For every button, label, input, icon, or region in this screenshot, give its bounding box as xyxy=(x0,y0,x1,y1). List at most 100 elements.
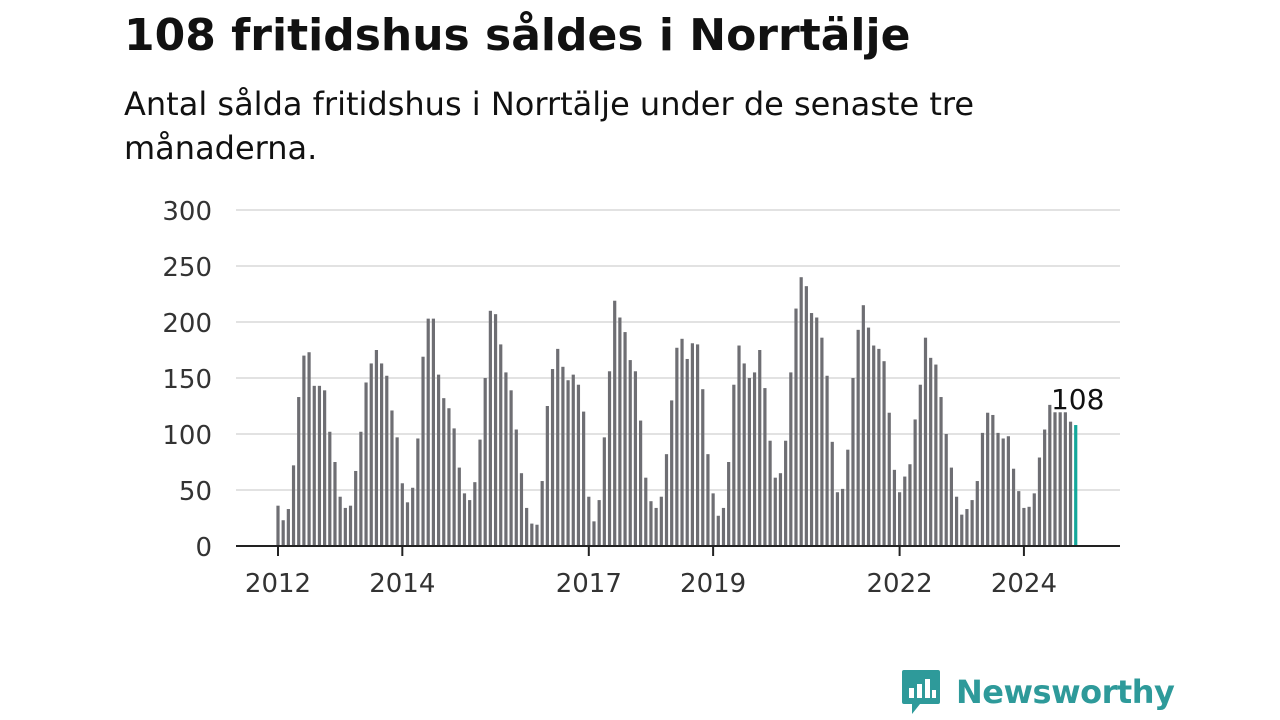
bar xyxy=(602,437,606,546)
bar xyxy=(701,389,705,546)
bar xyxy=(504,372,508,546)
bar xyxy=(758,350,762,546)
bar xyxy=(996,432,1000,546)
y-tick-label: 200 xyxy=(162,309,212,339)
bar xyxy=(556,348,560,546)
bar xyxy=(436,374,441,546)
bar xyxy=(861,305,865,546)
bar xyxy=(1063,408,1067,546)
bar xyxy=(866,327,871,546)
bar xyxy=(530,523,534,546)
bar xyxy=(1068,421,1073,546)
chart-bubble-icon xyxy=(902,670,940,714)
bar xyxy=(768,440,772,546)
y-tick-label: 50 xyxy=(179,477,212,507)
bar xyxy=(535,524,539,546)
bar xyxy=(623,332,627,546)
bar xyxy=(364,382,368,546)
bar xyxy=(421,356,425,546)
bar xyxy=(1032,493,1036,546)
bar xyxy=(509,390,513,546)
bar xyxy=(825,375,829,546)
bar xyxy=(468,500,472,546)
bar xyxy=(675,347,679,546)
bar xyxy=(297,397,301,546)
bar xyxy=(841,488,845,546)
bar xyxy=(1017,491,1021,546)
bar-latest xyxy=(1074,425,1078,546)
bar xyxy=(954,496,959,546)
bar xyxy=(561,366,565,546)
bar xyxy=(877,348,881,546)
bar xyxy=(903,476,907,546)
bar xyxy=(483,378,487,546)
bar xyxy=(649,501,653,546)
bar xyxy=(830,441,834,546)
bar xyxy=(970,500,974,546)
bar xyxy=(721,507,726,546)
x-axis xyxy=(236,545,1120,556)
bar xyxy=(307,352,311,546)
bar xyxy=(582,411,586,546)
bar xyxy=(405,502,410,546)
y-tick-label: 300 xyxy=(162,197,212,227)
bar xyxy=(892,469,897,546)
bar xyxy=(664,454,669,546)
bar xyxy=(576,384,581,546)
axis-labels: 0 50 100 150 200 250 300 2012 2014 2017 2019 2022 20… xyxy=(162,197,1107,599)
bar xyxy=(1048,404,1052,546)
bar xyxy=(960,514,964,546)
bar xyxy=(633,371,638,546)
bar xyxy=(592,521,596,546)
bar xyxy=(566,380,570,546)
bar xyxy=(820,337,824,546)
y-tick-label: 100 xyxy=(162,421,212,451)
bar xyxy=(918,384,922,546)
bar xyxy=(716,515,720,546)
bar xyxy=(727,462,731,546)
bar xyxy=(856,329,860,546)
bar xyxy=(276,505,280,546)
y-tick-label: 150 xyxy=(162,365,212,395)
bar xyxy=(815,317,819,546)
bar xyxy=(654,507,658,546)
bar xyxy=(359,431,363,546)
bar xyxy=(934,364,938,546)
bar xyxy=(291,465,296,546)
bar xyxy=(395,437,399,546)
y-tick-label: 250 xyxy=(162,253,212,283)
bar xyxy=(519,473,524,546)
bars xyxy=(276,277,1078,546)
latest-value-label: 108 xyxy=(1051,383,1104,416)
x-tick-label: 2022 xyxy=(867,569,933,599)
x-tick-label: 2012 xyxy=(245,569,311,599)
bar xyxy=(965,509,969,546)
bar xyxy=(545,406,549,546)
bar xyxy=(328,431,332,546)
bar xyxy=(333,462,337,546)
bar xyxy=(457,467,461,546)
bar xyxy=(752,372,757,546)
bar xyxy=(514,429,518,546)
bar xyxy=(540,481,544,546)
bar xyxy=(944,434,948,546)
bar xyxy=(312,385,316,546)
bar xyxy=(571,374,575,546)
bar xyxy=(628,360,632,546)
bar xyxy=(618,317,622,546)
bar xyxy=(939,397,943,546)
bar xyxy=(374,350,379,546)
bar-chart: 0 50 100 150 200 250 300 2012 2014 2017 2019 2022 20… xyxy=(162,197,1120,599)
bar xyxy=(980,432,985,546)
x-tick-label: 2019 xyxy=(680,569,746,599)
bar xyxy=(499,344,503,546)
bar xyxy=(639,420,643,546)
bar xyxy=(416,438,420,546)
bar xyxy=(706,454,710,546)
bar xyxy=(742,363,746,546)
bar xyxy=(488,310,492,546)
bar xyxy=(690,343,694,546)
bar xyxy=(1037,457,1042,546)
bar xyxy=(804,286,808,546)
bar xyxy=(670,400,674,546)
